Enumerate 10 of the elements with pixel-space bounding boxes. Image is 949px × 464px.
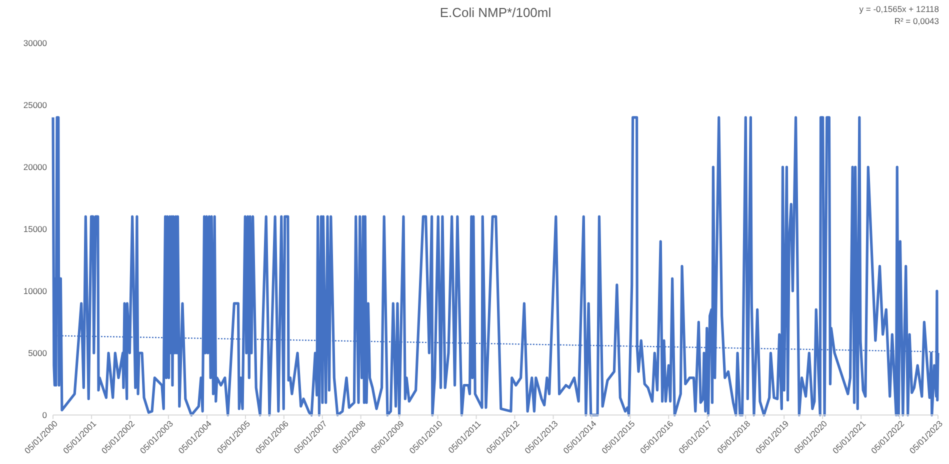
chart-title: E.Coli NMP*/100ml (440, 5, 552, 20)
y-tick-label: 20000 (23, 162, 48, 172)
y-tick-label: 30000 (23, 38, 48, 48)
text: R² = 0,0043 (894, 16, 940, 26)
y-tick-label: 10000 (23, 286, 48, 296)
y-tick-label: 5000 (28, 348, 48, 358)
y-tick-label: 15000 (23, 224, 48, 234)
y-tick-label: 25000 (23, 100, 48, 110)
text: y = -0,1565x + 12118 (859, 4, 940, 14)
y-tick-label: 0 (42, 410, 48, 420)
